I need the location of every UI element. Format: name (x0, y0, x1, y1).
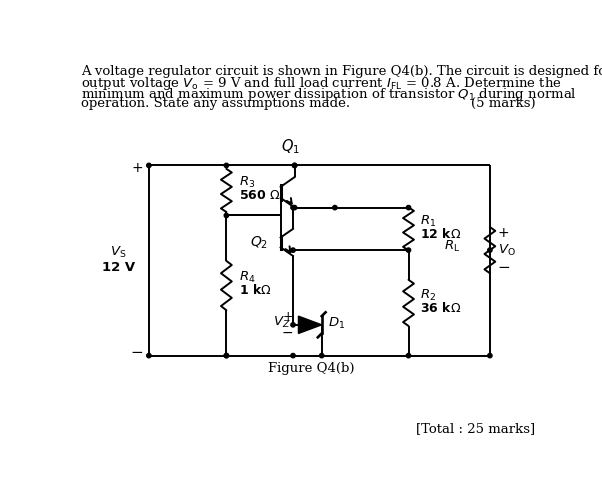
Circle shape (224, 163, 229, 168)
Text: $R_1$: $R_1$ (420, 214, 436, 229)
Circle shape (147, 163, 151, 168)
Circle shape (293, 163, 297, 168)
Text: −: − (282, 325, 293, 340)
Text: 1 k$\Omega$: 1 k$\Omega$ (239, 283, 272, 297)
Circle shape (406, 353, 411, 358)
Text: +: + (498, 226, 509, 240)
Circle shape (147, 353, 151, 358)
Text: A voltage regulator circuit is shown in Figure Q4(b). The circuit is designed fo: A voltage regulator circuit is shown in … (81, 65, 602, 77)
Text: +: + (131, 162, 143, 176)
Circle shape (224, 353, 229, 358)
Text: 12 V: 12 V (102, 261, 135, 274)
Text: $R_3$: $R_3$ (239, 175, 255, 190)
Text: $V_{\rm O}$: $V_{\rm O}$ (498, 243, 515, 258)
Text: (5 marks): (5 marks) (471, 97, 536, 110)
Circle shape (291, 248, 295, 252)
Text: 12 k$\Omega$: 12 k$\Omega$ (420, 227, 461, 241)
Circle shape (293, 163, 297, 168)
Text: $R_{\rm L}$: $R_{\rm L}$ (444, 239, 461, 254)
Text: operation. State any assumptions made.: operation. State any assumptions made. (81, 97, 350, 110)
Text: $R_2$: $R_2$ (420, 288, 436, 304)
Text: Figure Q4(b): Figure Q4(b) (268, 362, 355, 375)
Text: $V_{\rm S}$: $V_{\rm S}$ (110, 245, 127, 260)
Text: −: − (498, 259, 510, 275)
Circle shape (320, 353, 324, 358)
Circle shape (488, 353, 492, 358)
Text: [Total : 25 marks]: [Total : 25 marks] (417, 422, 536, 435)
Circle shape (406, 248, 411, 252)
Circle shape (293, 206, 297, 210)
Polygon shape (299, 316, 321, 333)
Text: $R_4$: $R_4$ (239, 270, 255, 285)
Circle shape (224, 353, 229, 358)
Text: −: − (131, 345, 144, 360)
Circle shape (488, 248, 492, 252)
Circle shape (291, 353, 295, 358)
Text: $D_1$: $D_1$ (328, 316, 345, 331)
Text: $Q_2$: $Q_2$ (250, 234, 268, 250)
Circle shape (224, 213, 229, 217)
Text: minimum and maximum power dissipation of transistor $Q_1$ during normal: minimum and maximum power dissipation of… (81, 86, 577, 103)
Circle shape (291, 322, 295, 327)
Circle shape (406, 206, 411, 210)
Circle shape (333, 206, 337, 210)
Text: $Q_1$: $Q_1$ (281, 138, 300, 156)
Text: +: + (282, 310, 293, 323)
Text: 560 $\Omega$: 560 $\Omega$ (239, 188, 281, 202)
Text: 36 k$\Omega$: 36 k$\Omega$ (420, 301, 461, 315)
Text: output voltage $V_{\rm o}$ = 9 V and full load current $I_{\rm FL}$ = 0.8 A. Det: output voltage $V_{\rm o}$ = 9 V and ful… (81, 75, 562, 92)
Text: $V_Z$: $V_Z$ (273, 315, 291, 330)
Circle shape (291, 206, 295, 210)
